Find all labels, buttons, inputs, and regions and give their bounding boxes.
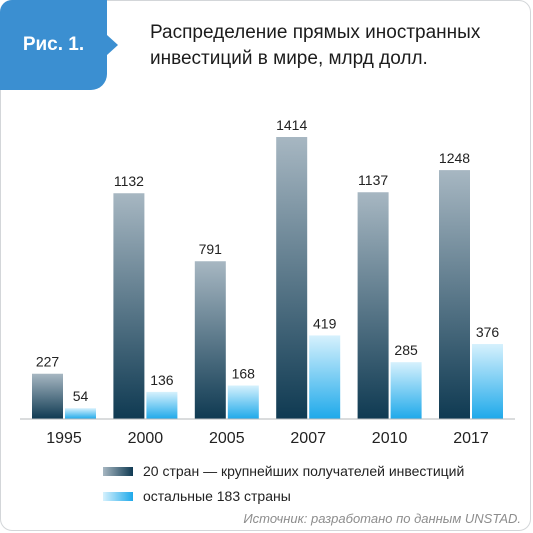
- x-tick-label-2000: 2000: [128, 430, 164, 447]
- legend-swatch-2: [103, 491, 133, 501]
- bar-2000-series-1: [113, 193, 145, 419]
- data-label-2007-series-1: 1414: [276, 117, 307, 133]
- legend-label-1: 20 стран — крупнейших получателей инвест…: [143, 463, 465, 479]
- source-note: Источник: разработано по данным UNSTAD.: [243, 511, 521, 526]
- bar-2005-series-2: [227, 385, 259, 419]
- x-tick-label-2005: 2005: [209, 430, 245, 447]
- bar-1995-series-1: [32, 373, 63, 419]
- data-label-2010-series-2: 285: [394, 342, 418, 358]
- data-label-2017-series-1: 1248: [439, 150, 470, 166]
- bar-1995-series-2: [65, 408, 96, 419]
- figure-label: Рис. 1.: [0, 0, 107, 90]
- bar-2017-series-2: [472, 344, 503, 419]
- chart-title: Распределение прямых иностранных инвести…: [150, 22, 481, 69]
- bar-2005-series-1: [194, 261, 226, 419]
- legend-label-2: остальные 183 страны: [143, 488, 291, 504]
- data-label-2017-series-2: 376: [476, 324, 500, 340]
- x-tick-label-1995: 1995: [46, 430, 82, 447]
- data-label-2000-series-2: 136: [150, 372, 174, 388]
- legend-swatch-1: [103, 466, 133, 476]
- legend-item-series-2: остальные 183 страны: [103, 488, 291, 504]
- data-label-2007-series-2: 419: [313, 315, 337, 331]
- data-label-2005-series-1: 791: [199, 241, 223, 257]
- x-tick-label-2010: 2010: [372, 430, 408, 447]
- data-label-2005-series-2: 168: [232, 365, 256, 381]
- bar-2007-series-1: [276, 137, 308, 419]
- data-label-1995-series-1: 227: [36, 354, 60, 370]
- badge-arrow-icon: [107, 35, 118, 55]
- bar-2010-series-1: [357, 192, 389, 419]
- data-label-2000-series-1: 1132: [114, 173, 144, 189]
- bar-2017-series-1: [439, 170, 470, 419]
- bar-2010-series-2: [390, 362, 422, 419]
- x-tick-label-2007: 2007: [290, 430, 326, 447]
- bar-2000-series-2: [146, 391, 178, 419]
- data-label-2010-series-1: 1137: [358, 172, 388, 188]
- data-label-1995-series-2: 54: [73, 388, 89, 404]
- x-tick-label-2017: 2017: [453, 430, 489, 447]
- bar-2007-series-2: [309, 335, 341, 419]
- legend-item-series-1: 20 стран — крупнейших получателей инвест…: [103, 463, 464, 479]
